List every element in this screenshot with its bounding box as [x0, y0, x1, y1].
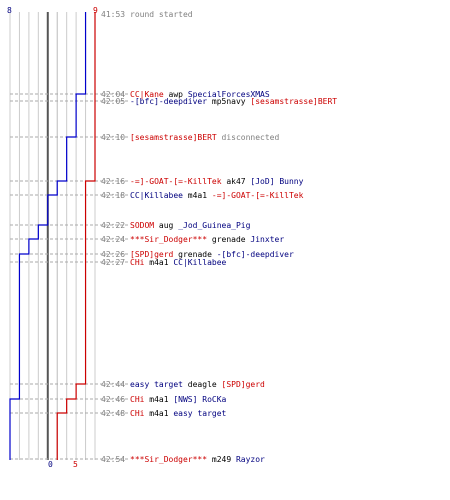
red-start-label: 9	[93, 6, 98, 15]
red-end-label: 5	[73, 460, 78, 469]
blue-team-series	[9, 12, 87, 460]
event-text: [sesamstrasse]BERT disconnected	[130, 133, 280, 142]
event-part-blue: CC|Killabee	[173, 258, 226, 267]
event-part-red: CHi	[130, 395, 145, 404]
event-part-red: -=]-GOAT-[=-KillTek	[212, 191, 304, 200]
event-text: CHi m4a1 CC|Killabee	[130, 258, 227, 267]
event-part-black: m4a1	[144, 409, 173, 418]
event-text: -=]-GOAT-[=-KillTek ak47 [JoD] Bunny	[130, 177, 304, 186]
event-part-black: m4a1	[144, 395, 173, 404]
event-text: ***Sir_Dodger*** grenade Jinxter	[130, 235, 284, 244]
event-part-red: ***Sir_Dodger***	[130, 235, 207, 244]
event-part-blue: Jinxter	[250, 235, 284, 244]
event-text: CC|Killabee m4a1 -=]-GOAT-[=-KillTek	[130, 191, 304, 200]
event-time: 42:10	[101, 133, 125, 142]
event-part-black: mp5navy	[207, 97, 250, 106]
event-part-red: CHi	[130, 258, 145, 267]
event-part-blue: -[bfc]-deepdiver	[130, 97, 207, 106]
event-time: 42:04	[101, 90, 125, 99]
event-part-black: deagle	[183, 380, 222, 389]
event-part-blue: easy target	[173, 409, 226, 418]
red-team-series	[56, 12, 96, 460]
event-part-red: [SPD]gerd	[222, 380, 266, 389]
event-part-blue: -[bfc]-deepdiver	[217, 250, 294, 259]
event-part-blue: SpecialForcesXMAS	[188, 90, 270, 99]
event-part-blue: [NWS] RoCKa	[173, 395, 226, 404]
event-text: CHi m4a1 [NWS] RoCKa	[130, 395, 227, 404]
event-part-blue: [JoD] Bunny	[250, 177, 303, 186]
event-text: CC|Kane awp SpecialForcesXMAS	[130, 90, 270, 99]
event-part-gray: round started	[130, 10, 193, 19]
event-part-red: SODOM	[130, 221, 154, 230]
blue-end-label: 0	[48, 460, 53, 469]
event-part-black: awp	[164, 90, 188, 99]
event-part-black: grenade	[173, 250, 216, 259]
event-part-red: CC|Kane	[130, 90, 164, 99]
event-text: easy target deagle [SPD]gerd	[130, 380, 265, 389]
event-text: SODOM aug _Jod_Guinea_Pig	[130, 221, 251, 230]
event-text: ***Sir_Dodger*** m249 Rayzor	[130, 455, 265, 464]
event-text: -[bfc]-deepdiver mp5navy [sesamstrasse]B…	[130, 97, 337, 106]
event-time: 42:18	[101, 191, 125, 200]
event-part-red: [SPD]gerd	[130, 250, 174, 259]
event-time: 42:54	[101, 455, 125, 464]
event-part-blue: Rayzor	[236, 455, 265, 464]
event-part-black: ak47	[222, 177, 251, 186]
event-part-blue: easy target	[130, 380, 183, 389]
event-time: 42:05	[101, 97, 125, 106]
event-part-black: grenade	[207, 235, 250, 244]
event-part-black: m4a1	[183, 191, 212, 200]
event-time: 42:27	[101, 258, 125, 267]
event-time: 42:26	[101, 250, 125, 259]
event-part-red: [sesamstrasse]BERT	[130, 133, 217, 142]
event-part-blue: _Jod_Guinea_Pig	[178, 221, 250, 230]
event-part-black: aug	[154, 221, 178, 230]
event-text: [SPD]gerd grenade -[bfc]-deepdiver	[130, 250, 294, 259]
event-time: 42:44	[101, 380, 125, 389]
event-time: 42:48	[101, 409, 125, 418]
event-part-red: -=]-GOAT-[=-KillTek	[130, 177, 222, 186]
event-time: 42:22	[101, 221, 125, 230]
event-text: CHi m4a1 easy target	[130, 409, 227, 418]
event-part-black: m249	[207, 455, 236, 464]
event-part-red: ***Sir_Dodger***	[130, 455, 207, 464]
event-text: round started	[130, 10, 193, 19]
event-time: 42:46	[101, 395, 125, 404]
event-part-red: [sesamstrasse]BERT	[250, 97, 337, 106]
event-time: 42:16	[101, 177, 125, 186]
event-part-gray: disconnected	[217, 133, 280, 142]
event-time: 42:24	[101, 235, 125, 244]
event-part-black: m4a1	[144, 258, 173, 267]
event-part-red: CHi	[130, 409, 145, 418]
blue-start-label: 8	[7, 6, 12, 15]
event-time: 41:53	[101, 10, 125, 19]
event-part-blue: CC|Killabee	[130, 191, 183, 200]
